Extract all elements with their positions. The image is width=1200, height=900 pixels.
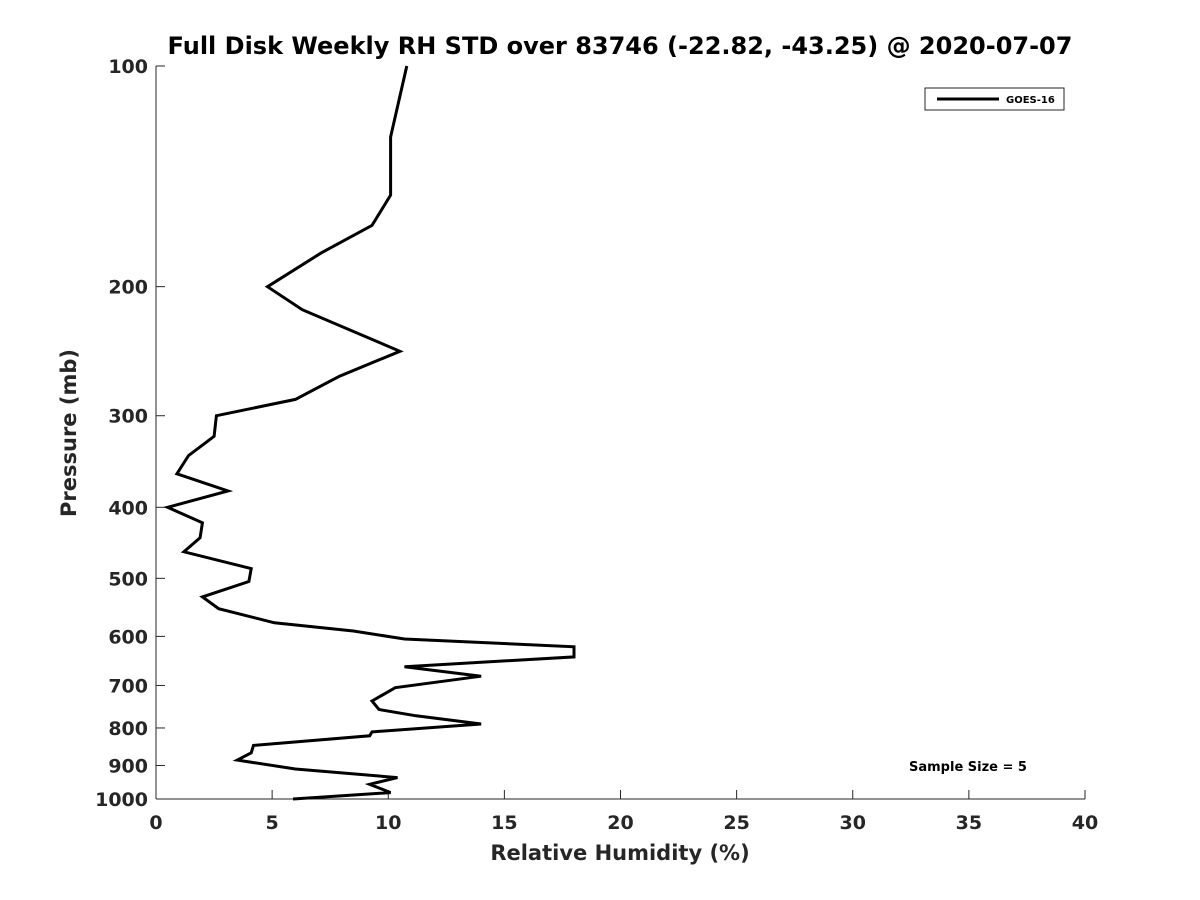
ticks: 0 5 10 15 20 25 30 35 40 100 200 300 400 500 600 700 800… <box>95 56 1098 834</box>
x-tick-label: 0 <box>149 812 162 834</box>
legend: GOES-16 <box>924 87 1065 111</box>
axes <box>155 66 1085 800</box>
x-tick-label: 40 <box>1072 812 1098 834</box>
legend-label-goes-16: GOES-16 <box>1006 95 1055 106</box>
series-layer <box>163 65 576 801</box>
sample-size-annotation: Sample Size = 5 <box>909 760 1027 775</box>
y-tick-label: 400 <box>108 497 148 519</box>
y-tick-label: 700 <box>108 675 148 697</box>
x-tick-label: 30 <box>840 812 866 834</box>
y-tick-label: 900 <box>108 755 148 777</box>
series-line-goes-16 <box>163 65 576 801</box>
x-tick-label: 10 <box>375 812 401 834</box>
x-tick-label: 15 <box>491 812 517 834</box>
x-tick-label: 25 <box>723 812 749 834</box>
x-tick-label: 35 <box>956 812 982 834</box>
y-tick-label: 800 <box>108 718 148 740</box>
y-tick-label: 600 <box>108 626 148 648</box>
y-axis-label: Pressure (mb) <box>57 349 81 517</box>
x-axis-label: Relative Humidity (%) <box>490 841 749 865</box>
y-tick-label: 200 <box>108 277 148 299</box>
x-tick-label: 5 <box>266 812 279 834</box>
y-tick-label: 1000 <box>95 789 148 811</box>
y-tick-label: 500 <box>108 568 148 590</box>
x-tick-label: 20 <box>607 812 633 834</box>
y-tick-label: 100 <box>108 56 148 78</box>
y-tick-label: 300 <box>108 406 148 428</box>
chart-title: Full Disk Weekly RH STD over 83746 (-22.… <box>168 32 1073 60</box>
